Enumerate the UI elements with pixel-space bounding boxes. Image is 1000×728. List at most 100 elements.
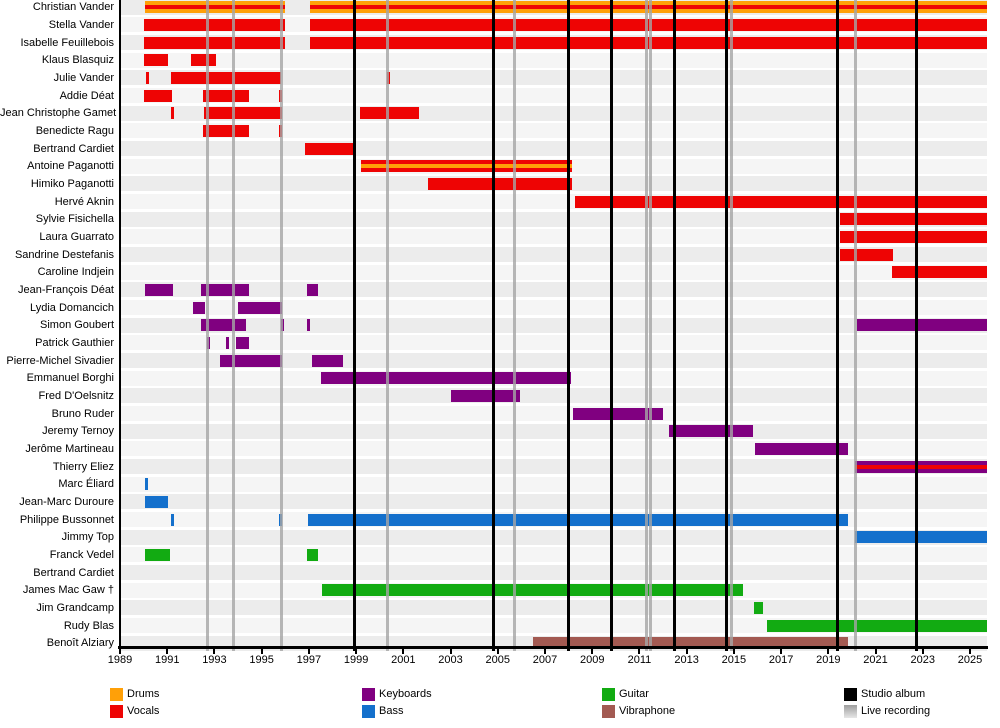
row-band [120, 211, 987, 227]
year-label: 2013 [674, 654, 699, 666]
member-label: Stella Vander [48, 18, 114, 31]
member-label: Rudy Blas [63, 619, 114, 632]
x-axis-tick [544, 648, 546, 654]
timeline-bar-vocals [170, 107, 174, 120]
member-label: Pierre-Michel Sivadier [6, 354, 114, 367]
legend-label-vibraphone: Vibraphone [619, 705, 676, 717]
member-label: Caroline Indjein [37, 266, 114, 279]
timeline-bar-keyboards [755, 442, 849, 455]
member-label: Philippe Bussonnet [19, 513, 114, 526]
row-band [120, 565, 987, 581]
x-axis-tick [166, 648, 169, 654]
secondary-instrument-stripe-drums [360, 164, 573, 169]
timeline-bar-keyboards [306, 283, 319, 296]
legend-label-guitar: Guitar [619, 688, 649, 700]
live-recording-line [386, 0, 390, 651]
timeline-bar-keyboards [220, 354, 282, 367]
timeline-bar-drums [310, 1, 987, 14]
timeline-bar-vocals [203, 107, 282, 120]
timeline-bar-vocals [143, 18, 286, 31]
y-axis-line [118, 0, 121, 648]
timeline-bar-keyboards [193, 301, 205, 314]
timeline-bar-vocals [143, 89, 172, 102]
row-band [120, 317, 987, 333]
timeline-bar-keyboards [235, 336, 249, 349]
timeline-bar-vocals [145, 71, 149, 84]
live-recording-line [853, 0, 857, 651]
row-band [120, 88, 987, 104]
row-band [120, 459, 987, 475]
member-label: Jerôme Martineau [25, 442, 114, 455]
member-label: Bertrand Cardiet [33, 142, 114, 155]
live-recording-line [280, 0, 284, 651]
timeline-bar-keyboards [207, 336, 211, 349]
member-label: Jeremy Ternoy [42, 425, 114, 438]
timeline-bar-vocals [574, 195, 987, 208]
timeline-bar-keyboards [306, 319, 310, 332]
studio-album-line [353, 0, 357, 651]
live-recording-line [205, 0, 209, 651]
x-axis-tick [496, 648, 499, 654]
timeline-bar-bass [855, 531, 987, 544]
x-axis-tick [213, 648, 216, 654]
x-axis-tick [732, 648, 735, 654]
x-axis-tick [638, 648, 641, 654]
x-axis-tick [921, 648, 924, 654]
legend-label-studio_album: Studio album [861, 688, 926, 700]
member-label: Jean-Marc Duroure [19, 495, 114, 508]
row-band [120, 52, 987, 68]
member-label: Benedicte Ragu [35, 124, 114, 137]
year-label: 2025 [957, 654, 983, 666]
timeline-bar-vocals [202, 89, 249, 102]
plot-area [120, 0, 987, 651]
legend-label-live_recording: Live recording [861, 705, 931, 717]
year-label: 1995 [249, 654, 274, 666]
live-recording-line [231, 0, 235, 651]
timeline-bar-guitar [306, 548, 319, 561]
x-axis-tick [355, 648, 358, 654]
year-label: 1989 [107, 654, 133, 666]
year-label: 1999 [343, 654, 369, 666]
x-axis-tick [827, 648, 830, 654]
legend-swatch-vibraphone [602, 705, 615, 718]
legend-swatch-drums [110, 688, 123, 701]
timeline-bar-guitar [766, 619, 987, 632]
member-label: Marc Éliard [58, 478, 114, 491]
member-label: Jimmy Top [61, 531, 114, 544]
timeline-bar-keyboards [856, 319, 987, 332]
member-label: Bruno Ruder [51, 407, 114, 420]
row-band [120, 494, 987, 510]
row-band [120, 300, 987, 316]
timeline-bar-vocals [170, 71, 281, 84]
year-label: 2001 [391, 654, 416, 666]
secondary-instrument-stripe-vocals [144, 5, 286, 10]
timeline-bar-vocals [202, 124, 249, 137]
live-recording-line [512, 0, 516, 651]
legend-swatch-guitar [602, 688, 615, 701]
timeline-bar-keyboards [312, 354, 344, 367]
member-label: Hervé Aknin [54, 195, 114, 208]
row-band [120, 476, 987, 492]
studio-album-line [673, 0, 677, 651]
timeline-bar-keyboards [238, 301, 282, 314]
member-label: Himiko Paganotti [30, 177, 114, 190]
timeline-bar-keyboards [320, 372, 571, 385]
year-label: 2003 [438, 654, 463, 666]
x-axis-tick [780, 648, 783, 654]
x-axis-tick [402, 648, 405, 654]
legend-swatch-vocals [110, 705, 123, 718]
row-band [120, 335, 987, 351]
member-label: Jean Christophe Gamet [0, 107, 117, 120]
timeline-bar-keyboards [573, 407, 664, 420]
member-label: Jean-François Déat [18, 283, 114, 296]
studio-album-line [836, 0, 840, 651]
member-label: Antoine Paganotti [27, 160, 114, 173]
row-band [120, 423, 987, 439]
timeline-bar-vocals [310, 36, 987, 49]
x-axis-line [118, 646, 988, 649]
year-label: 2023 [910, 654, 935, 666]
year-label: 2015 [721, 654, 747, 666]
secondary-instrument-stripe-vocals [310, 5, 987, 10]
timeline-bar-bass [170, 513, 174, 526]
